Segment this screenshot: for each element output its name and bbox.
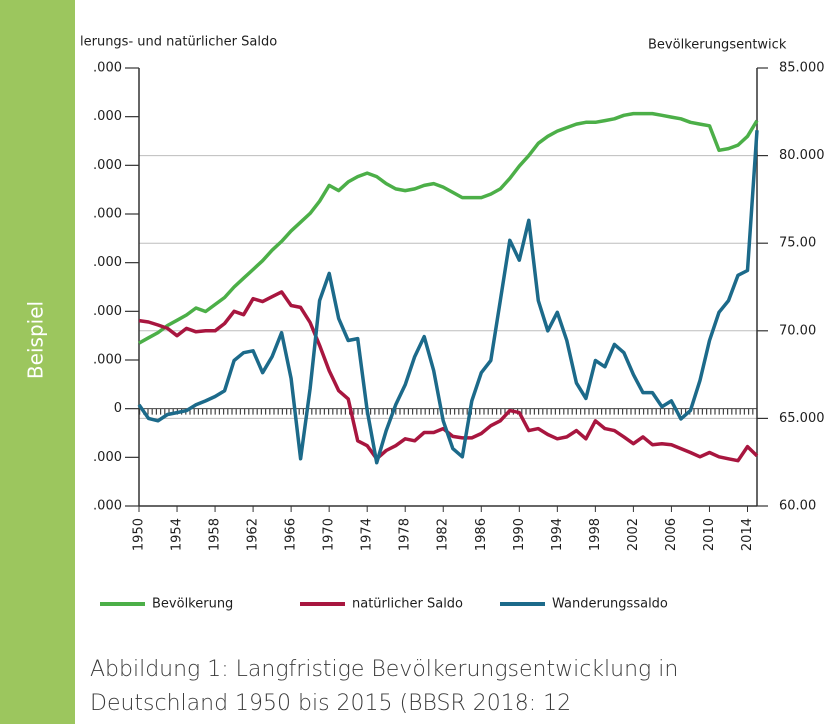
series-line	[137, 130, 759, 465]
y2-axis-title: Bevölkerungsentwick	[648, 38, 787, 53]
y-tick-label: .000	[93, 304, 122, 319]
x-tick-label: 1994	[550, 518, 565, 551]
y-tick-label: .000	[93, 109, 122, 124]
y-tick-label: .000	[93, 450, 122, 465]
y-tick-label: .000	[93, 353, 122, 368]
legend-label: Wanderungssaldo	[552, 597, 668, 612]
y-tick-label: 0	[114, 401, 122, 416]
x-tick-label: 1954	[170, 518, 185, 551]
y-axis-title: lerungs- und natürlicher Saldo	[80, 35, 277, 50]
y2-tick-label: 60.00	[779, 499, 816, 514]
x-tick-label: 2010	[702, 518, 717, 551]
y2-tick-label: 70.00	[779, 323, 816, 338]
x-tick-label: 1986	[474, 518, 489, 551]
x-tick-label: 1974	[360, 518, 375, 551]
y-tick-label: .000	[93, 207, 122, 222]
y2-tick-label: 80.000	[779, 148, 825, 163]
x-tick-label: 1982	[436, 518, 451, 551]
y-tick-label: .000	[93, 61, 122, 76]
sidebar-label: Beispiel	[24, 301, 48, 379]
y2-tick-label: 75.00	[779, 236, 816, 251]
y2-tick-label: 85.000	[779, 61, 825, 76]
caption-line: Deutschland 1950 bis 2015 (BBSR 2018: 12	[90, 691, 571, 716]
x-tick-label: 1970	[322, 518, 337, 551]
series-line	[138, 111, 759, 345]
sidebar	[0, 0, 75, 724]
x-tick-label: 1950	[132, 518, 147, 551]
caption-line: Abbildung 1: Langfristige Bevölkerungsen…	[90, 657, 678, 682]
y-tick-label: .000	[93, 499, 122, 514]
x-tick-label: 1978	[398, 518, 413, 551]
x-tick-label: 2014	[740, 518, 755, 551]
x-tick-label: 1962	[246, 518, 261, 551]
x-tick-label: 1958	[208, 518, 223, 551]
x-tick-label: 2006	[664, 518, 679, 551]
x-tick-label: 1966	[284, 518, 299, 551]
y-tick-label: .000	[93, 158, 122, 173]
legend-label: Bevölkerung	[152, 597, 233, 612]
legend-label: natürlicher Saldo	[352, 597, 463, 612]
y-tick-label: .000	[93, 255, 122, 270]
x-tick-label: 2002	[626, 518, 641, 551]
x-tick-label: 1998	[588, 518, 603, 551]
x-tick-label: 1990	[512, 518, 527, 551]
y2-tick-label: 65.000	[779, 411, 825, 426]
